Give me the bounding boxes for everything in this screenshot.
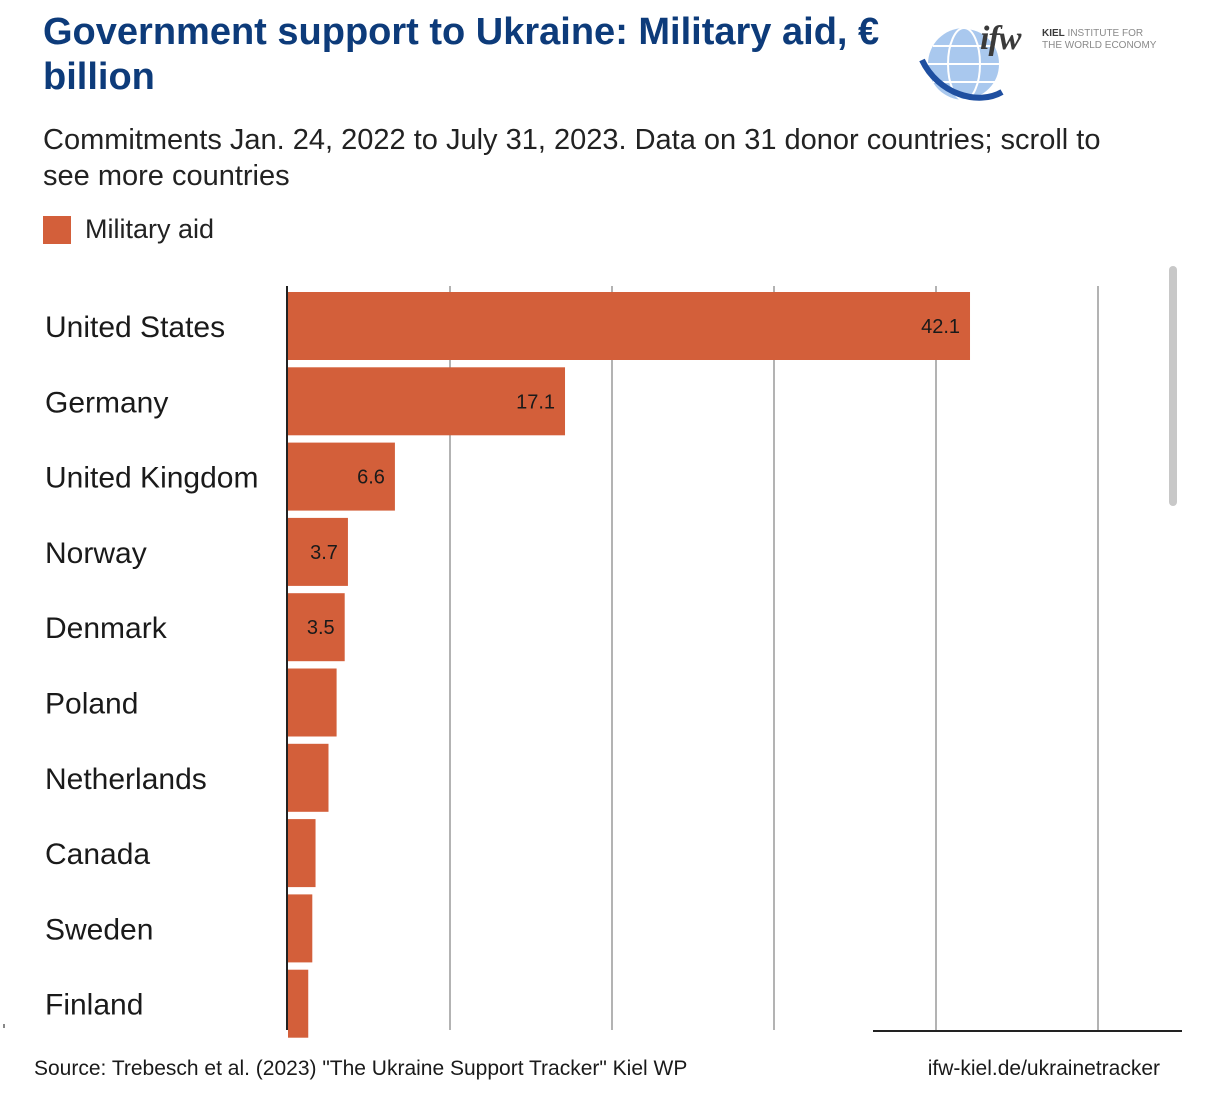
bar-united-states bbox=[288, 292, 971, 360]
category-label: Germany bbox=[45, 386, 168, 419]
legend-swatch bbox=[43, 215, 71, 244]
category-label: Norway bbox=[45, 537, 147, 570]
category-label: United States bbox=[45, 311, 225, 344]
category-label: Denmark bbox=[45, 612, 168, 645]
data-label: 6.6 bbox=[357, 467, 385, 489]
bar-canada bbox=[288, 819, 316, 888]
logo-org-name: KIEL INSTITUTE FOR THE WORLD ECONOMY bbox=[1042, 28, 1157, 51]
data-label: 17.1 bbox=[516, 391, 555, 413]
ifw-logo: ifw KIEL INSTITUTE FOR THE WORLD ECONOMY bbox=[918, 14, 1178, 106]
category-label: United Kingdom bbox=[45, 462, 258, 495]
bar-norway bbox=[288, 517, 348, 586]
data-label: 3.7 bbox=[310, 542, 338, 564]
category-label: Sweden bbox=[45, 913, 153, 946]
bar-denmark bbox=[288, 593, 345, 662]
category-label: Poland bbox=[45, 688, 138, 721]
edge-mark bbox=[3, 1024, 5, 1028]
globe-icon bbox=[919, 27, 1004, 101]
data-label: 3.5 bbox=[307, 617, 335, 639]
logo-wordmark: ifw bbox=[980, 20, 1021, 57]
bar-sweden bbox=[288, 894, 313, 963]
category-label: Canada bbox=[45, 838, 150, 871]
category-label: Netherlands bbox=[45, 763, 207, 796]
bar-germany bbox=[288, 367, 566, 436]
data-label: 42.1 bbox=[921, 316, 960, 338]
bar-poland bbox=[288, 668, 337, 737]
source-url[interactable]: ifw-kiel.de/ukrainetracker bbox=[927, 1057, 1160, 1080]
scrollbar-thumb[interactable] bbox=[1169, 266, 1177, 506]
chart-title: Government support to Ukraine: Military … bbox=[43, 11, 880, 98]
category-label: Finland bbox=[45, 989, 143, 1022]
chart-subtitle: Commitments Jan. 24, 2022 to July 31, 20… bbox=[43, 124, 1101, 192]
source-note: Source: Trebesch et al. (2023) "The Ukra… bbox=[34, 1057, 688, 1080]
bar-united-kingdom bbox=[288, 442, 395, 511]
bar-netherlands bbox=[288, 743, 329, 812]
bar-finland bbox=[288, 969, 309, 1038]
legend: Military aid bbox=[43, 214, 214, 245]
legend-label: Military aid bbox=[85, 214, 215, 244]
